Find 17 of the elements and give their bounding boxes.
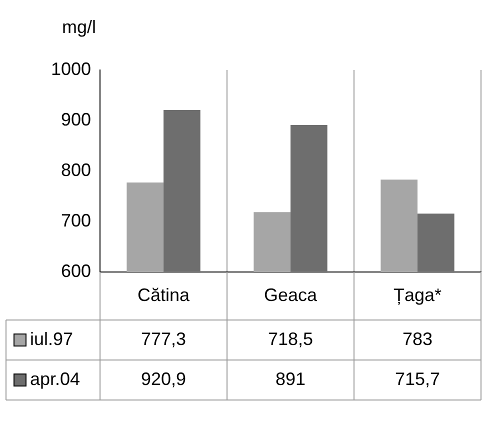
y-tick-label: 800 [60, 160, 92, 180]
data-label: 891 [276, 368, 306, 389]
y-tick-label: 1000 [50, 58, 92, 79]
y-tick-label: 900 [60, 109, 92, 130]
data-label: 718,5 [268, 328, 314, 349]
x-tick-label: Geaca [264, 284, 318, 305]
x-tick-label: Cătina [138, 284, 191, 305]
data-label: 777,3 [141, 328, 186, 349]
y-tick-label: 700 [60, 210, 92, 230]
data-label: 715,7 [394, 368, 440, 389]
y-axis-title: mg/l [62, 16, 96, 37]
legend-label: iul.97 [30, 328, 74, 349]
x-tick-label: Țaga* [393, 284, 442, 305]
y-tick-label: 600 [60, 260, 92, 281]
data-label: 920,9 [141, 368, 186, 389]
legend-label: apr.04 [30, 368, 80, 389]
data-label: 783 [402, 328, 433, 349]
